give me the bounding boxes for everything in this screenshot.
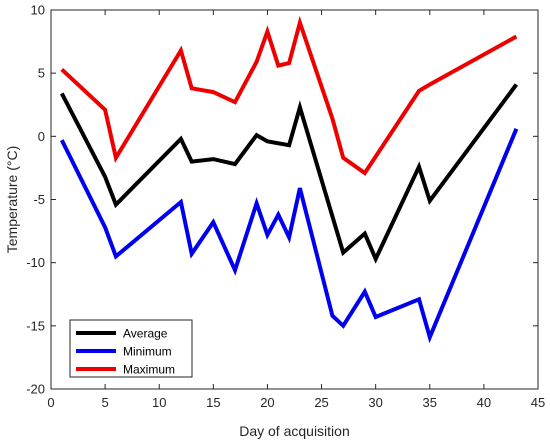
y-tick-label: -10 xyxy=(26,255,45,270)
legend-label-maximum: Maximum xyxy=(123,363,175,377)
y-axis-label: Temperature (°C) xyxy=(4,146,20,254)
series-line-minimum xyxy=(60,128,519,344)
y-tick-label: -20 xyxy=(26,382,45,397)
y-tick-label: 5 xyxy=(38,66,45,81)
x-tick-label: 15 xyxy=(206,395,220,410)
series-layer xyxy=(60,15,519,344)
x-tick-label: 25 xyxy=(314,395,328,410)
series-line-maximum xyxy=(60,15,518,176)
x-tick-label: 30 xyxy=(368,395,382,410)
y-tick-label: 10 xyxy=(31,3,45,18)
y-tick-label: -15 xyxy=(26,318,45,333)
series-line-average xyxy=(60,83,519,264)
x-tick-label: 10 xyxy=(152,395,166,410)
x-axis-label: Day of acquisition xyxy=(239,423,350,439)
legend-label-average: Average xyxy=(123,327,168,341)
legend-label-minimum: Minimum xyxy=(123,345,172,359)
legend: Average Minimum Maximum xyxy=(69,319,193,378)
x-tick-label: 5 xyxy=(101,395,108,410)
x-tick-label: 40 xyxy=(477,395,491,410)
y-tick-label: 0 xyxy=(38,129,45,144)
x-tick-label: 20 xyxy=(260,395,274,410)
x-tick-label: 45 xyxy=(531,395,545,410)
x-tick-label: 0 xyxy=(47,395,54,410)
y-tick-label: -5 xyxy=(33,192,45,207)
ticks-layer: 0 5 10 15 20 25 30 35 40 45 -20 -15 -10 -5 0 5 10 xyxy=(26,3,545,411)
x-tick-label: 35 xyxy=(423,395,437,410)
